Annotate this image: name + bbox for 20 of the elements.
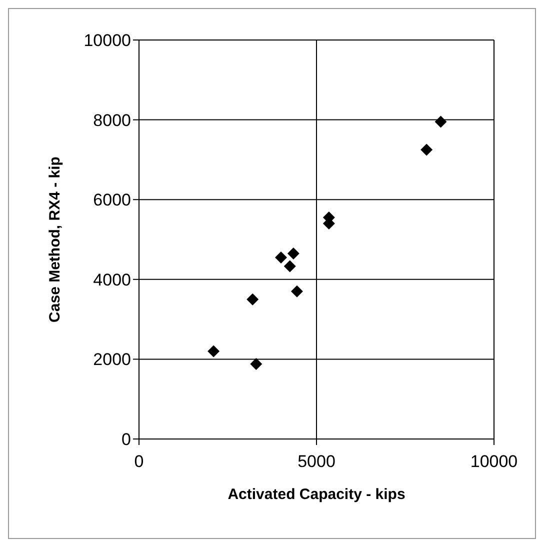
x-axis-title: Activated Capacity - kips xyxy=(228,486,406,503)
point xyxy=(246,293,259,306)
x-tick-label: 5000 xyxy=(298,452,336,472)
point xyxy=(420,144,433,156)
y-tick-label: 2000 xyxy=(93,350,131,370)
point xyxy=(290,285,303,298)
point xyxy=(275,251,287,264)
y-tick-label: 8000 xyxy=(93,110,131,130)
y-axis-title: Case Method, RX4 - kip xyxy=(46,156,64,322)
point xyxy=(287,247,300,260)
y-tick-label: 0 xyxy=(122,430,131,450)
x-tick-label: 0 xyxy=(134,452,144,472)
x-tick-label: 10000 xyxy=(470,452,518,472)
y-tick-label: 4000 xyxy=(93,270,131,290)
point xyxy=(250,358,262,370)
point xyxy=(208,345,220,358)
y-tick-label: 6000 xyxy=(93,190,131,210)
point xyxy=(434,116,447,128)
y-tick-label: 10000 xyxy=(84,31,131,50)
point xyxy=(284,260,296,272)
